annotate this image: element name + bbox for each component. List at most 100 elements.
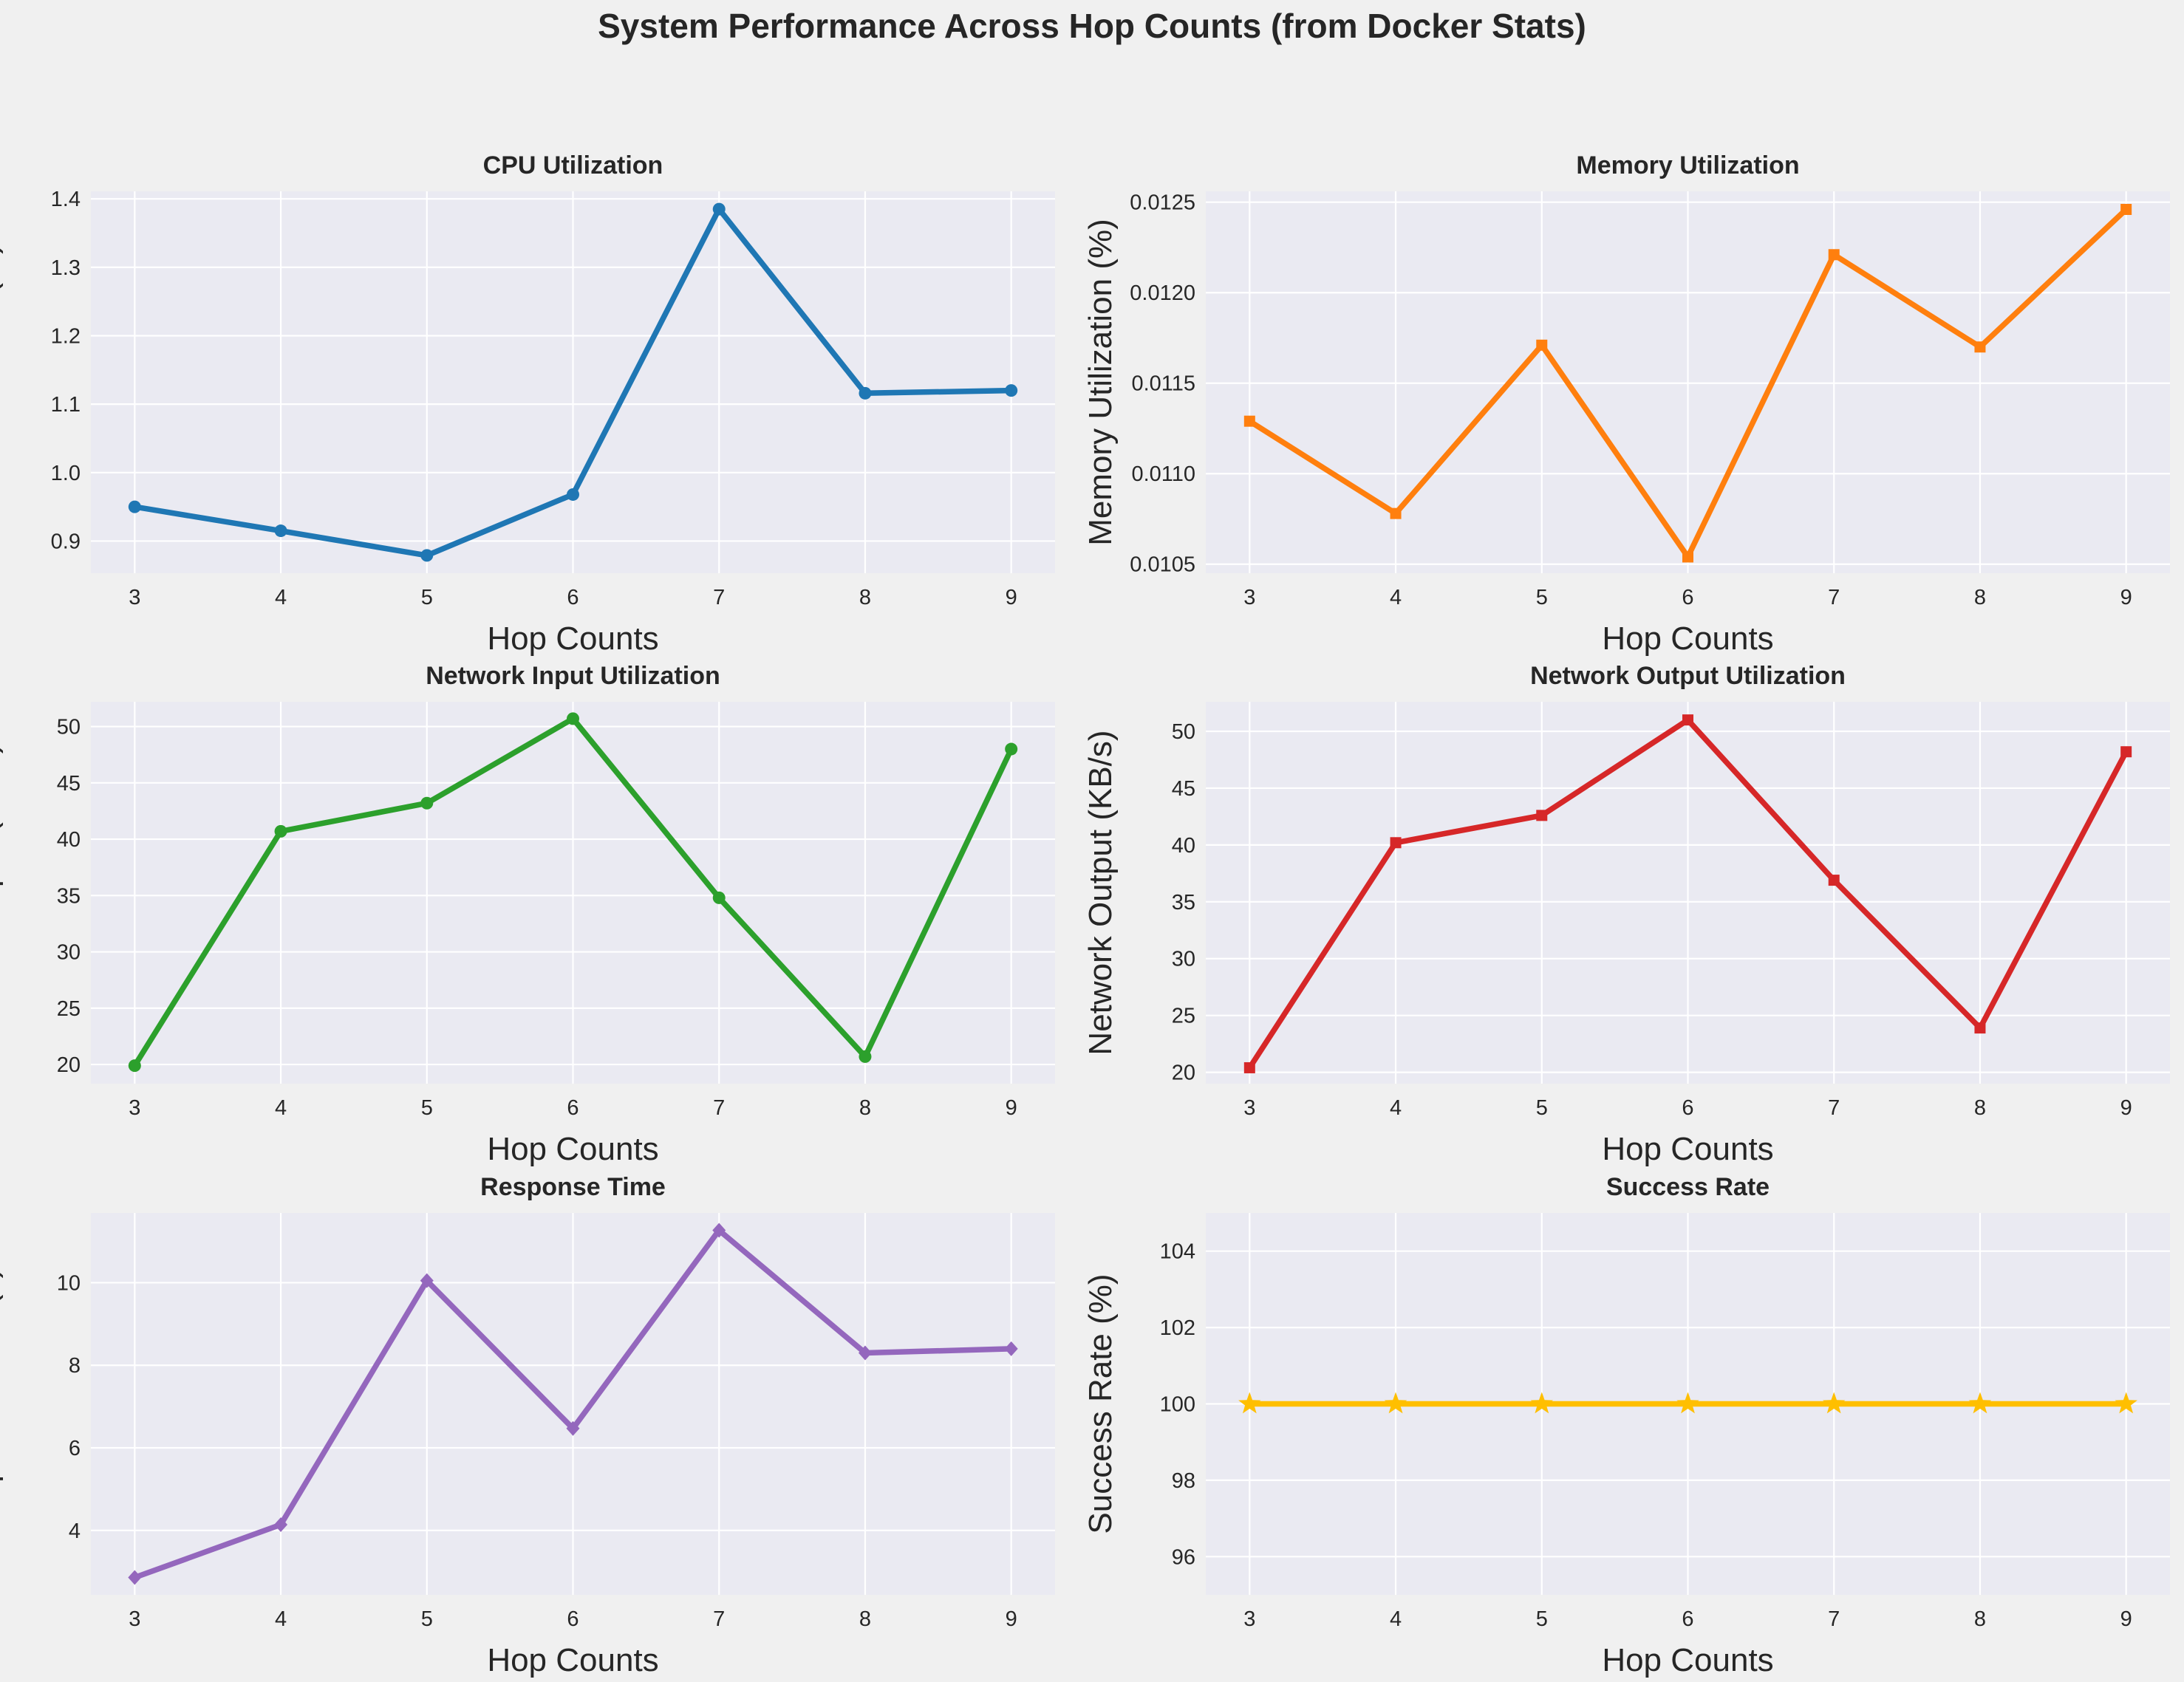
y-tick-label: 0.0115 [1131, 372, 1195, 396]
y-tick-label: 20 [57, 1053, 81, 1077]
x-tick-label: 4 [275, 1096, 287, 1120]
x-axis-label: Hop Counts [1602, 1642, 1773, 1678]
y-tick-label: 96 [1172, 1545, 1195, 1569]
y-tick-label: 6 [69, 1437, 81, 1460]
x-tick-label: 9 [2120, 1096, 2132, 1120]
x-tick-label: 6 [567, 586, 579, 609]
x-tick-label: 8 [1974, 586, 1986, 609]
y-tick-label: 10 [57, 1271, 81, 1295]
y-axis-label: CPU Utilization (%) [0, 243, 4, 522]
y-tick-label: 1.0 [51, 462, 81, 485]
data-point [859, 386, 872, 400]
data-point [420, 549, 434, 562]
y-tick-label: 30 [1172, 948, 1195, 971]
x-tick-label: 5 [421, 1096, 433, 1120]
data-point [712, 891, 726, 904]
data-point [1536, 339, 1548, 351]
y-tick-label: 100 [1160, 1393, 1195, 1417]
x-tick-label: 5 [421, 1607, 433, 1631]
data-point [1390, 837, 1402, 849]
data-point [420, 796, 434, 810]
data-point [274, 524, 287, 538]
y-tick-label: 102 [1160, 1316, 1195, 1340]
x-axis-label: Hop Counts [487, 1131, 658, 1167]
x-tick-label: 6 [1682, 1607, 1693, 1631]
chart-panel-2: 3 4 5 6 7 8 9 0.0105 0.0110 0.0115 0.0120 0.0125 Mem… [1082, 151, 2170, 657]
x-tick-label: 6 [567, 1607, 579, 1631]
y-tick-label: 98 [1172, 1469, 1195, 1493]
data-point [1005, 384, 1018, 397]
x-axis-label: Hop Counts [1602, 621, 1773, 657]
data-point [1243, 1061, 1255, 1073]
y-tick-label: 0.0110 [1131, 462, 1195, 486]
x-tick-label: 3 [129, 1607, 140, 1631]
data-point [567, 712, 579, 725]
y-tick-label: 35 [1172, 891, 1195, 914]
panel-title: Network Output Utilization [1530, 662, 1846, 690]
x-tick-label: 3 [129, 586, 140, 609]
data-point [274, 824, 287, 838]
y-tick-label: 35 [57, 884, 81, 908]
data-point [712, 1223, 726, 1238]
y-tick-label: 25 [1172, 1005, 1195, 1028]
x-tick-label: 6 [567, 1096, 579, 1120]
data-point [420, 1273, 434, 1288]
data-point [1530, 1392, 1553, 1414]
x-axis-label: Hop Counts [487, 621, 658, 657]
y-tick-label: 20 [1172, 1061, 1195, 1085]
y-tick-label: 1.2 [51, 324, 81, 348]
data-point [1238, 1392, 1261, 1414]
data-point [1243, 415, 1255, 427]
panel-title: Network Input Utilization [426, 662, 720, 690]
data-point [2120, 204, 2132, 216]
chart-panel-5: 3 4 5 6 7 8 9 4 6 8 10 Response Time Hop Counts Respo… [0, 1173, 1055, 1678]
data-point [1536, 810, 1548, 821]
y-tick-label: 1.4 [51, 188, 81, 211]
x-tick-label: 4 [275, 586, 287, 609]
chart-panel-1: 3 4 5 6 7 8 9 0.9 1.0 1.1 1.2 1.3 1.4 CPU Utilization… [0, 151, 1055, 657]
data-point [1384, 1392, 1407, 1414]
x-tick-label: 5 [1536, 1607, 1548, 1631]
data-point [1005, 742, 1018, 756]
data-point [1682, 714, 1693, 726]
data-point [1974, 341, 1986, 353]
y-tick-label: 0.0105 [1130, 553, 1195, 577]
y-axis-label: Memory Utilization (%) [1082, 219, 1119, 546]
y-tick-label: 45 [1172, 777, 1195, 801]
data-point [1390, 507, 1402, 519]
y-tick-label: 50 [57, 716, 81, 739]
data-point [1676, 1392, 1699, 1414]
x-tick-label: 8 [1974, 1607, 1986, 1631]
x-tick-label: 7 [713, 586, 725, 609]
y-axis-label: Network Output (KB/s) [1082, 730, 1119, 1055]
y-tick-label: 50 [1172, 720, 1195, 744]
x-tick-label: 9 [1006, 1607, 1017, 1631]
x-tick-label: 5 [421, 586, 433, 609]
y-tick-label: 0.0120 [1130, 281, 1195, 305]
x-tick-label: 7 [1828, 586, 1840, 609]
data-point [128, 500, 141, 513]
x-tick-label: 3 [1243, 1607, 1255, 1631]
y-axis-label: Network Input (KB/s) [0, 743, 4, 1043]
y-axis-label: Success Rate (%) [1082, 1274, 1119, 1534]
x-axis-label: Hop Counts [487, 1642, 658, 1678]
y-tick-label: 30 [57, 941, 81, 965]
x-tick-label: 8 [859, 586, 871, 609]
data-point [858, 1345, 872, 1361]
data-point [1828, 249, 1840, 261]
data-point [1682, 551, 1693, 563]
x-tick-label: 5 [1536, 1096, 1548, 1120]
x-tick-label: 5 [1536, 586, 1548, 609]
data-point [2120, 746, 2132, 758]
data-point [859, 1050, 872, 1063]
x-tick-label: 4 [1390, 1096, 1402, 1120]
data-point [1968, 1392, 1992, 1414]
data-point [1974, 1022, 1986, 1034]
x-tick-label: 9 [2120, 1607, 2132, 1631]
panel-title: Response Time [480, 1173, 666, 1201]
y-tick-label: 104 [1160, 1240, 1195, 1264]
x-tick-label: 8 [859, 1607, 871, 1631]
